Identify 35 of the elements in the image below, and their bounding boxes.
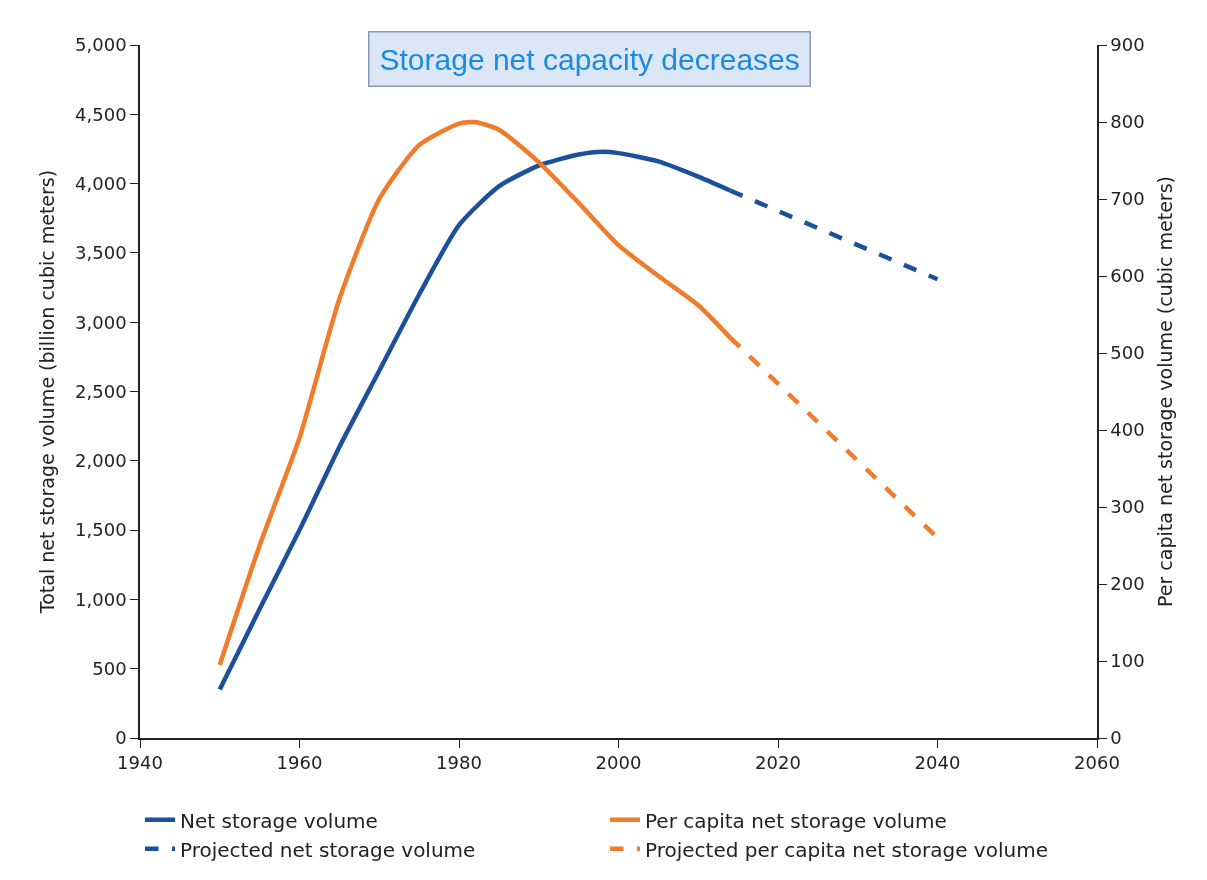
- x-tick-label: 2000: [595, 752, 642, 774]
- y2-tick-label: 800: [1110, 111, 1145, 133]
- x-tick-label: 1960: [276, 752, 323, 774]
- x-tick-label: 2040: [914, 752, 961, 774]
- x-tick-label: 2020: [755, 752, 801, 774]
- y-tick-label: 3,000: [75, 311, 127, 333]
- y2-tick-label: 700: [1110, 188, 1145, 210]
- y-tick-label: 1,500: [75, 519, 127, 541]
- legend-label: Net storage volume: [180, 808, 378, 833]
- y2-tick-label: 300: [1110, 496, 1145, 518]
- y2-tick-label: 900: [1110, 34, 1145, 56]
- chart-title: Storage net capacity decreases: [379, 42, 800, 76]
- x-tick-label: 1980: [436, 752, 482, 774]
- y2-tick-label: 100: [1110, 650, 1145, 672]
- legend-label: Projected net storage volume: [180, 837, 476, 862]
- legend-label: Projected per capita net storage volume: [645, 837, 1048, 862]
- y-tick-label: 3,500: [75, 242, 127, 264]
- y-tick-label: 4,000: [75, 172, 127, 194]
- y-tick-label: 2,500: [75, 380, 127, 402]
- y-tick-label: 500: [92, 658, 127, 679]
- x-tick-label: 1940: [117, 752, 163, 774]
- y-tick-label: 2,000: [75, 450, 127, 472]
- y2-tick-label: 200: [1110, 573, 1145, 595]
- y2-tick-label: 400: [1110, 419, 1145, 441]
- legend-label: Per capita net storage volume: [645, 808, 947, 833]
- y2-tick-label: 600: [1110, 265, 1145, 287]
- y-tick-label: 1,000: [75, 588, 127, 610]
- y2-tick-label: 0: [1110, 727, 1122, 749]
- x-tick-label: 2060: [1074, 752, 1120, 774]
- y-tick-label: 4,500: [75, 103, 127, 125]
- y-axis-title: Total net storage volume (billion cubic meters): [36, 169, 59, 615]
- y-tick-label: 0: [115, 727, 127, 749]
- y2-axis-title: Per capita net storage volume (cubic meters): [1154, 176, 1177, 607]
- y-tick-label: 5,000: [75, 34, 127, 56]
- y2-tick-label: 500: [1110, 342, 1145, 364]
